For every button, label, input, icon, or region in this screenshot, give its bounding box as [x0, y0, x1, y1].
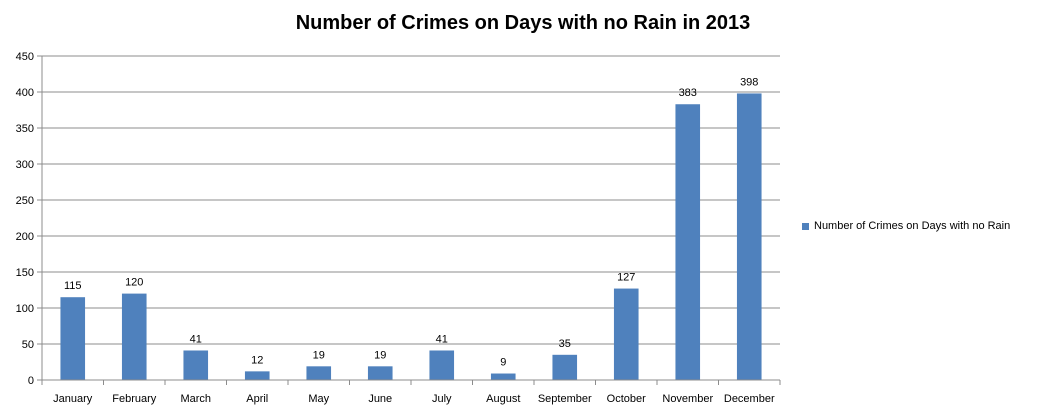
- x-tick-label: August: [486, 393, 520, 405]
- x-tick-label: September: [538, 393, 592, 405]
- axes: [37, 55, 781, 385]
- y-tick-label: 50: [22, 339, 34, 351]
- y-tick-label: 400: [16, 87, 34, 99]
- bar-june: [367, 366, 393, 380]
- y-tick-label: 100: [16, 303, 34, 315]
- bar-august: [490, 373, 516, 380]
- y-tick-label: 150: [16, 267, 34, 279]
- gridlines: [42, 55, 780, 345]
- x-tick-label: April: [246, 393, 268, 405]
- y-tick-label: 200: [16, 231, 34, 243]
- x-tick-label: June: [368, 393, 392, 405]
- bar-december: [736, 93, 762, 380]
- data-label: 383: [679, 87, 697, 99]
- legend: Number of Crimes on Days with no Rain: [802, 220, 1010, 232]
- bar-january: [60, 297, 86, 380]
- y-tick-label: 250: [16, 195, 34, 207]
- bar-april: [244, 371, 270, 380]
- data-label: 41: [436, 333, 448, 345]
- x-tick-label: November: [662, 393, 713, 405]
- bar-march: [183, 350, 209, 380]
- x-tick-label: July: [432, 393, 452, 405]
- y-tick-label: 350: [16, 123, 34, 135]
- data-label: 19: [313, 349, 325, 361]
- bar-november: [675, 104, 701, 381]
- x-tick-label: December: [724, 393, 775, 405]
- legend-label: Number of Crimes on Days with no Rain: [814, 220, 1011, 232]
- bar-july: [429, 350, 455, 380]
- data-label: 12: [251, 354, 263, 366]
- data-label: 41: [190, 333, 202, 345]
- data-label: 115: [64, 280, 82, 292]
- x-tick-label: February: [112, 393, 157, 405]
- y-tick-label: 0: [28, 375, 34, 387]
- data-label: 35: [559, 338, 571, 350]
- bar-september: [552, 354, 578, 380]
- data-label: 127: [617, 272, 635, 284]
- data-label: 120: [125, 277, 143, 289]
- data-label: 398: [740, 76, 758, 88]
- chart-title: Number of Crimes on Days with no Rain in…: [295, 12, 751, 34]
- bar-october: [613, 288, 639, 380]
- labels: 0 50 100 150 200 250 300 350 400 450 115 January 120…: [16, 51, 775, 405]
- y-tick-label: 300: [16, 159, 34, 171]
- bar-february: [121, 293, 147, 380]
- x-tick-label: May: [308, 393, 329, 405]
- x-tick-label: March: [180, 393, 211, 405]
- data-label: 19: [374, 349, 386, 361]
- data-label: 9: [500, 357, 506, 369]
- y-tick-label: 450: [16, 51, 34, 63]
- legend-swatch: [802, 222, 809, 230]
- bar-may: [306, 366, 332, 380]
- bars: [60, 93, 762, 381]
- x-tick-label: January: [53, 393, 93, 405]
- x-tick-label: October: [607, 393, 646, 405]
